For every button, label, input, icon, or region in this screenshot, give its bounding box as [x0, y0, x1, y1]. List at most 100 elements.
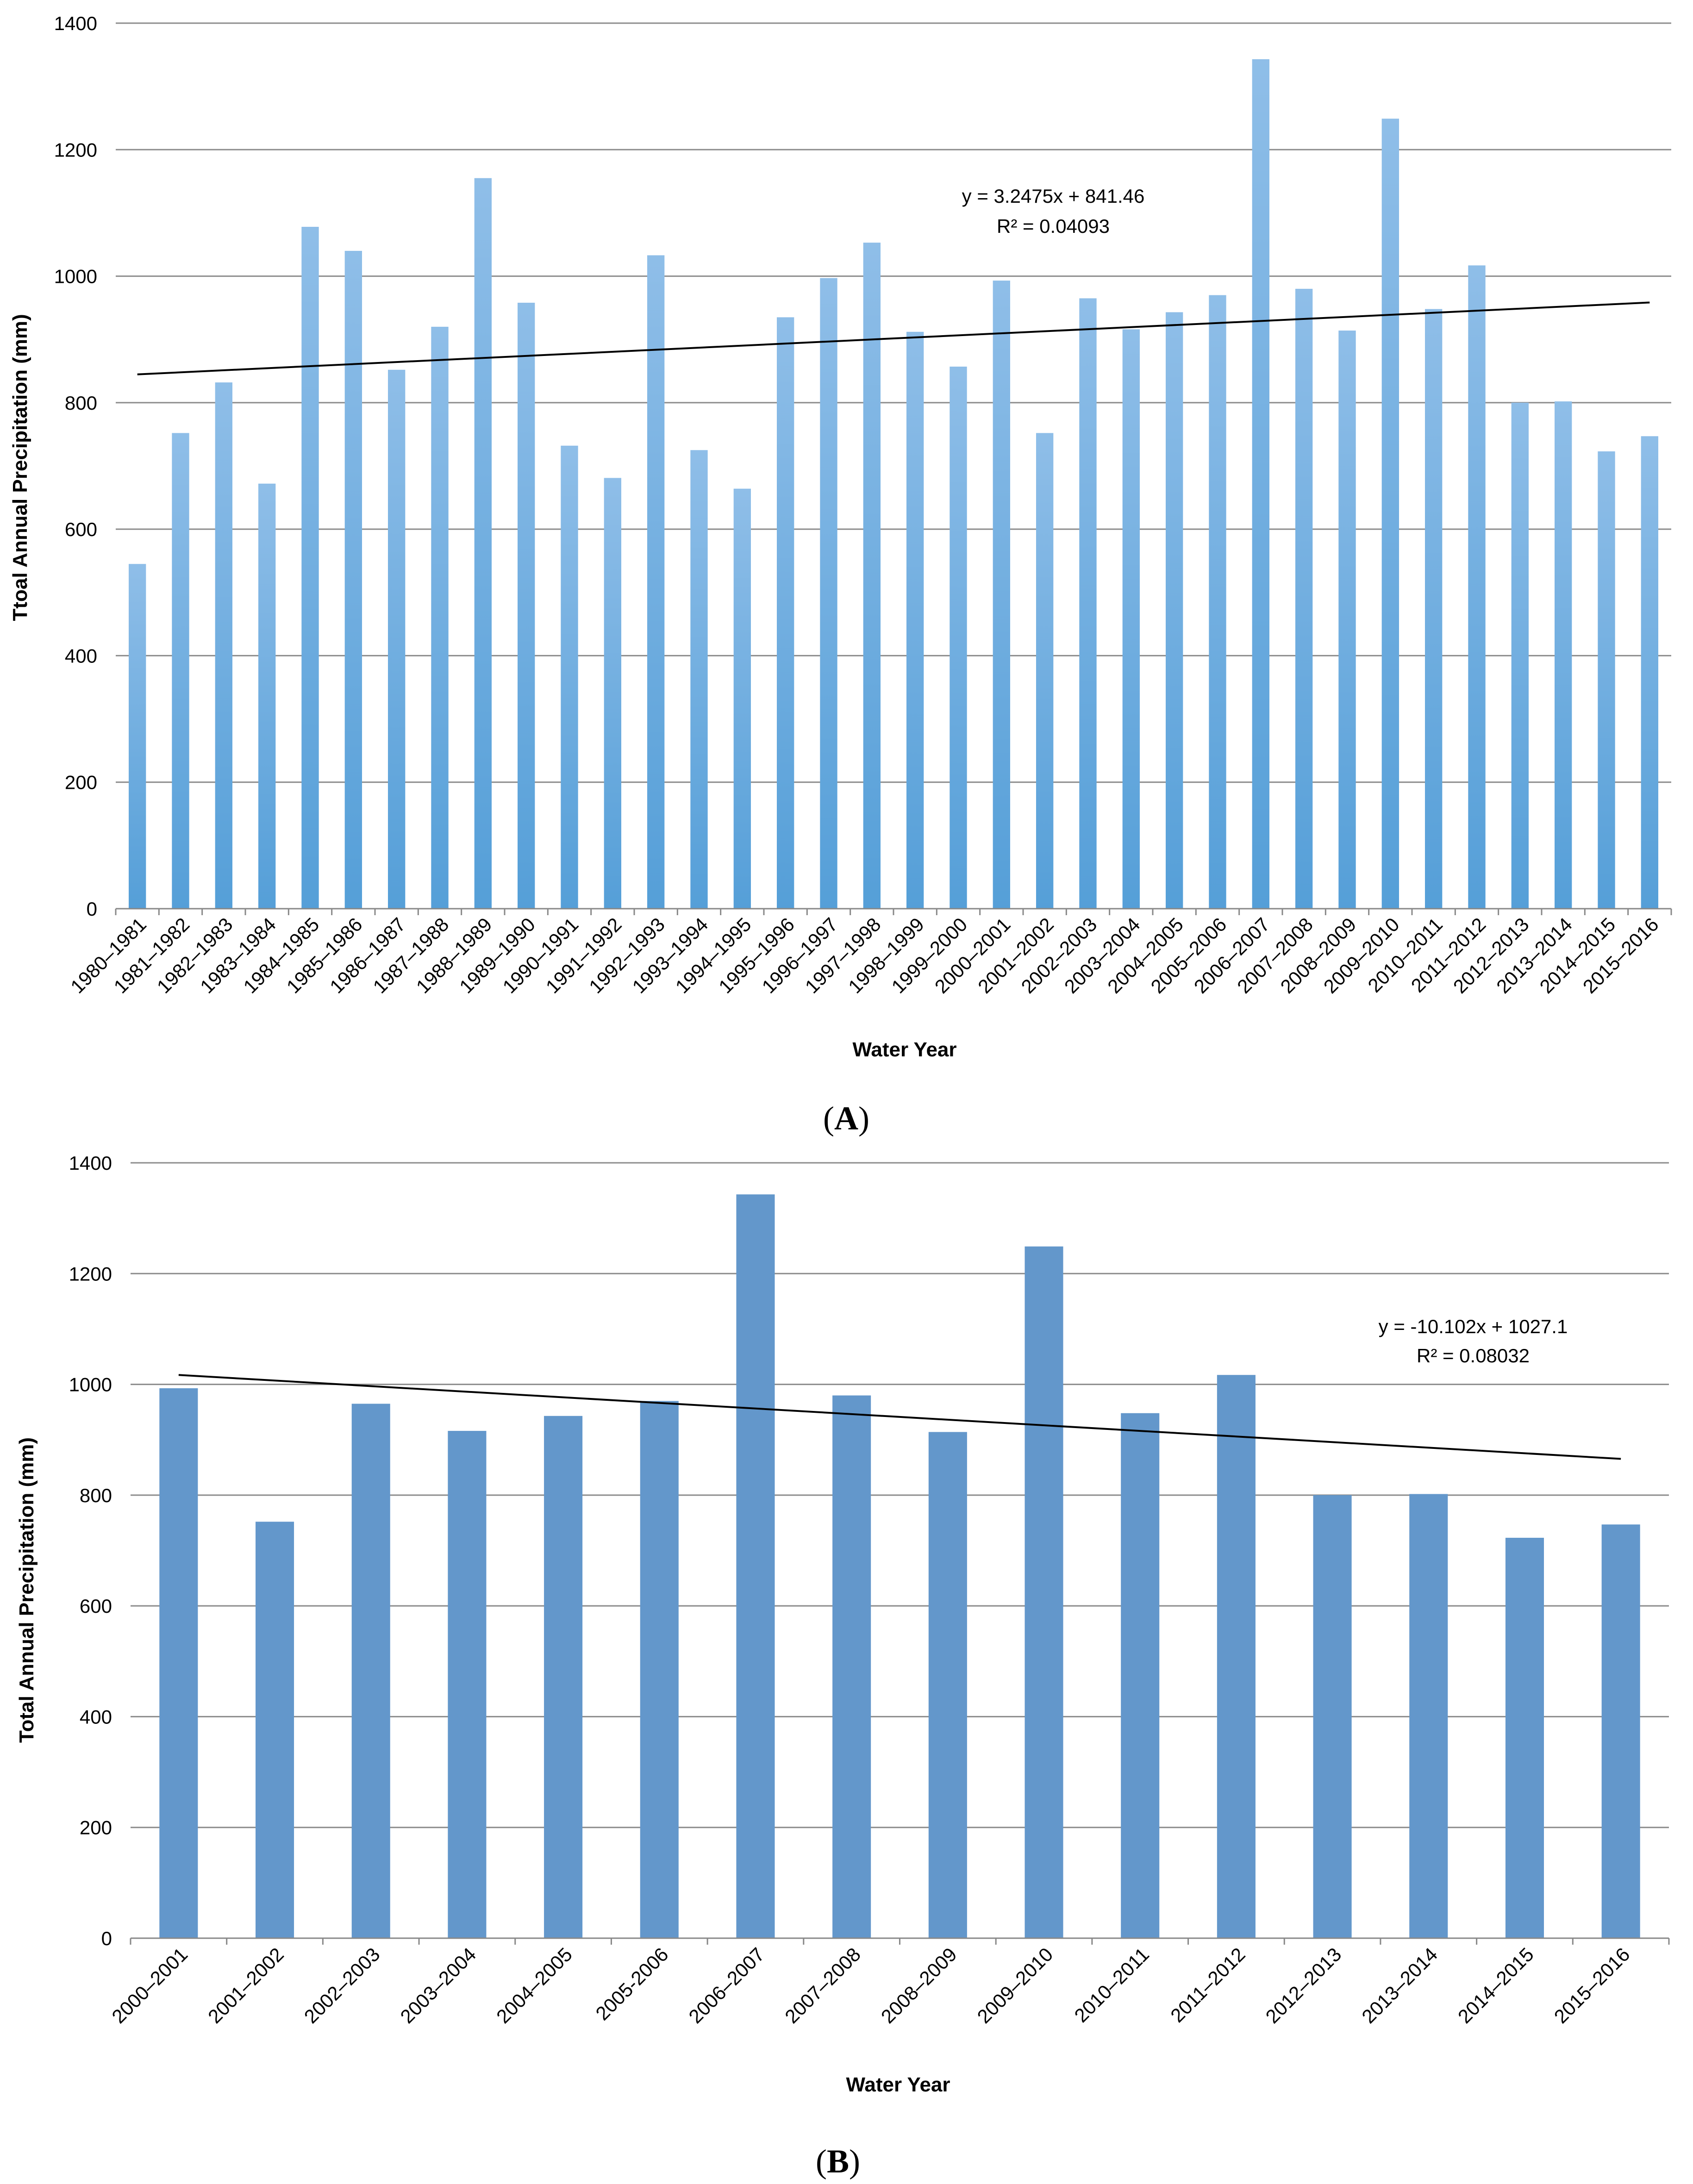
y-axis-title-a: Ttoal Annual Precipitation (mm) — [9, 314, 31, 621]
bar — [1598, 451, 1615, 909]
bar — [1338, 331, 1356, 909]
bar — [1409, 1494, 1448, 1938]
x-tick-label: 2007–2008 — [781, 1943, 865, 2028]
bar — [993, 281, 1010, 909]
y-tick-label: 400 — [80, 1706, 112, 1728]
bar — [1555, 401, 1572, 909]
bar — [1252, 59, 1269, 909]
bar — [1121, 1413, 1160, 1938]
y-tick-label: 1400 — [54, 12, 97, 34]
trend-equation-a: y = 3.2475x + 841.46 — [962, 185, 1145, 207]
trend-equation-b: y = -10.102x + 1027.1 — [1379, 1316, 1568, 1337]
bar — [215, 382, 232, 909]
bar — [690, 450, 708, 909]
x-tick-label: 2011–2012 — [1166, 1943, 1249, 2027]
bar — [1122, 329, 1140, 909]
bars-b — [159, 1194, 1640, 1938]
x-tick-label: 2013–2014 — [1357, 1943, 1442, 2028]
trendline-b — [178, 1374, 1621, 1460]
bar — [1166, 312, 1183, 909]
trend-r2-b: R² = 0.08032 — [1417, 1345, 1530, 1367]
bar — [928, 1432, 967, 1938]
x-ticks-a: 1980–19811981–19821982–19831983–19841984… — [66, 909, 1672, 998]
bar — [1425, 309, 1443, 909]
y-tick-label: 800 — [65, 392, 97, 414]
y-ticks-b: 0 200 400 600 800 1000 1200 1400 — [69, 1152, 112, 1949]
panel-letter-a: A — [834, 1100, 858, 1137]
bar — [777, 317, 794, 909]
bar — [1209, 295, 1226, 909]
y-tick-label: 200 — [80, 1817, 112, 1839]
panel-letter-b: B — [827, 2143, 849, 2180]
bar — [1079, 298, 1097, 909]
bar — [351, 1404, 390, 1938]
y-tick-label: 400 — [65, 645, 97, 667]
bar — [820, 278, 837, 909]
x-tick-label: 2010–2011 — [1070, 1943, 1153, 2027]
trendline-a — [137, 301, 1650, 375]
bar — [344, 250, 362, 909]
bar — [1468, 265, 1486, 909]
bar — [301, 226, 319, 909]
bar — [1601, 1524, 1640, 1938]
x-tick-label: 2008–2009 — [877, 1943, 961, 2028]
chart-b: 0 200 400 600 800 1000 1200 1400 2000–2001 2001–… — [15, 1152, 1670, 2096]
y-tick-label: 1200 — [69, 1263, 112, 1285]
y-tick-label: 0 — [87, 898, 97, 920]
bar — [640, 1401, 679, 1938]
x-tick-label: 2006–2007 — [684, 1943, 768, 2028]
y-tick-label: 1000 — [69, 1374, 112, 1396]
bar — [1313, 1495, 1352, 1938]
x-tick-label: 2003–2004 — [396, 1943, 480, 2028]
y-axis-title-b: Total Annual Precipitation (mm) — [15, 1437, 38, 1743]
y-tick-label: 1200 — [54, 139, 97, 161]
x-tick-label: 2001–2002 — [204, 1943, 288, 2028]
y-tick-label: 200 — [65, 772, 97, 793]
bar — [604, 478, 621, 909]
bar — [448, 1431, 487, 1938]
bar — [431, 326, 449, 909]
bar — [1505, 1537, 1544, 1938]
y-ticks-a: 0 200 400 600 800 1000 1200 1400 — [54, 12, 97, 920]
bar — [1511, 402, 1529, 909]
y-tick-label: 1000 — [54, 266, 97, 287]
panel-label-a: (A) — [823, 1100, 869, 1137]
x-tick-label: 2014–2015 — [1454, 1943, 1538, 2028]
bar — [736, 1194, 775, 1938]
x-tick-label: 2015–2016 — [1550, 1943, 1634, 2028]
x-tick-label: 2005-2006 — [591, 1943, 672, 2024]
y-tick-label: 600 — [65, 518, 97, 540]
bar — [172, 433, 189, 909]
bar — [832, 1395, 871, 1938]
bar — [1025, 1246, 1063, 1938]
y-tick-label: 0 — [101, 1928, 112, 1949]
bar — [388, 369, 406, 909]
bar — [544, 1416, 583, 1938]
bar — [1641, 436, 1658, 909]
bar — [733, 488, 751, 909]
x-ticks-b: 2000–2001 2001–2002 2002–2003 2003–2004 2004… — [107, 1938, 1670, 2028]
x-tick-label: 2000–2001 — [107, 1943, 192, 2028]
x-tick-label: 2002–2003 — [300, 1943, 384, 2028]
bar — [863, 243, 881, 909]
bars-a — [129, 59, 1658, 909]
x-tick-label: 2012–2013 — [1262, 1943, 1346, 2028]
bar — [518, 302, 535, 909]
panel-label-b: (B) — [816, 2143, 860, 2180]
bar — [159, 1388, 198, 1938]
trend-r2-a: R² = 0.04093 — [997, 215, 1110, 237]
bar — [129, 564, 146, 909]
y-tick-label: 800 — [80, 1485, 112, 1506]
bar — [1295, 288, 1313, 909]
x-axis-title-a: Water Year — [852, 1038, 956, 1061]
bar — [1217, 1375, 1256, 1938]
x-tick-label: 2004–2005 — [492, 1943, 576, 2028]
x-axis-title-b: Water Year — [846, 2073, 950, 2096]
x-tick-label: 2009–2010 — [973, 1943, 1057, 2028]
chart-a: 0 200 400 600 800 1000 1200 1400 1980–19811981–… — [9, 12, 1672, 1061]
bar — [1381, 119, 1399, 909]
y-tick-label: 1400 — [69, 1152, 112, 1174]
bar — [255, 1522, 294, 1938]
bar — [258, 483, 276, 909]
